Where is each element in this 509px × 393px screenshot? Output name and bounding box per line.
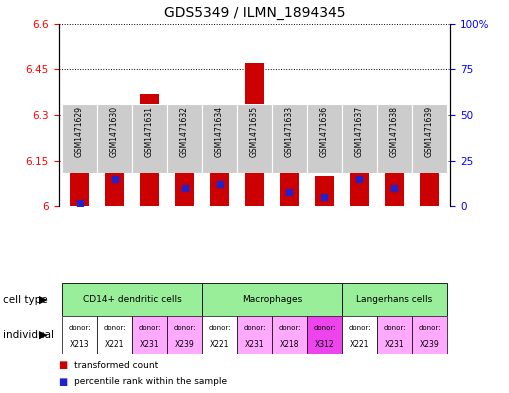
Text: donor:: donor:: [383, 325, 406, 331]
Text: donor:: donor:: [313, 325, 336, 331]
Text: donor:: donor:: [278, 325, 301, 331]
Bar: [97, 104, 132, 173]
Text: X231: X231: [385, 340, 404, 349]
Bar: [350, 145, 369, 206]
Bar: [132, 316, 167, 354]
Bar: [307, 104, 342, 173]
Text: donor:: donor:: [103, 325, 126, 331]
Bar: [70, 167, 89, 206]
Bar: [272, 316, 307, 354]
Bar: [385, 152, 404, 206]
Text: X231: X231: [245, 340, 264, 349]
Bar: [280, 167, 299, 206]
Bar: [245, 63, 264, 206]
Text: cell type: cell type: [3, 295, 47, 305]
Bar: [420, 124, 439, 206]
Bar: [342, 316, 377, 354]
Bar: [140, 94, 159, 206]
Bar: [237, 104, 272, 173]
Bar: [210, 142, 229, 206]
Text: percentile rank within the sample: percentile rank within the sample: [74, 378, 227, 386]
Text: X221: X221: [210, 340, 229, 349]
Text: donor:: donor:: [173, 325, 196, 331]
Text: ▶: ▶: [39, 295, 47, 305]
Text: GSM1471631: GSM1471631: [145, 106, 154, 157]
Text: donor:: donor:: [243, 325, 266, 331]
Text: individual: individual: [3, 330, 53, 340]
Title: GDS5349 / ILMN_1894345: GDS5349 / ILMN_1894345: [164, 6, 345, 20]
Bar: [202, 104, 237, 173]
Bar: [167, 104, 202, 173]
Text: donor:: donor:: [348, 325, 371, 331]
Text: X231: X231: [139, 340, 159, 349]
Text: X239: X239: [175, 340, 194, 349]
Text: X218: X218: [280, 340, 299, 349]
Text: X312: X312: [315, 340, 334, 349]
Bar: [315, 176, 334, 206]
Bar: [62, 283, 202, 316]
Bar: [342, 283, 447, 316]
Text: X213: X213: [70, 340, 90, 349]
Bar: [412, 104, 447, 173]
Text: X239: X239: [419, 340, 439, 349]
Bar: [272, 104, 307, 173]
Text: X221: X221: [105, 340, 124, 349]
Text: GSM1471639: GSM1471639: [425, 106, 434, 157]
Bar: [132, 104, 167, 173]
Bar: [377, 316, 412, 354]
Text: donor:: donor:: [208, 325, 231, 331]
Bar: [202, 316, 237, 354]
Bar: [342, 104, 377, 173]
Text: GSM1471637: GSM1471637: [355, 106, 364, 157]
Text: GSM1471634: GSM1471634: [215, 106, 224, 157]
Bar: [62, 316, 97, 354]
Bar: [377, 104, 412, 173]
Text: GSM1471630: GSM1471630: [110, 106, 119, 157]
Text: ▶: ▶: [39, 330, 47, 340]
Bar: [62, 104, 97, 173]
Text: X221: X221: [350, 340, 369, 349]
Bar: [175, 145, 194, 206]
Text: GSM1471629: GSM1471629: [75, 106, 84, 157]
Bar: [412, 316, 447, 354]
Text: donor:: donor:: [68, 325, 91, 331]
Text: Langerhans cells: Langerhans cells: [356, 295, 433, 304]
Bar: [97, 316, 132, 354]
Text: ■: ■: [59, 360, 68, 371]
Bar: [167, 316, 202, 354]
Text: Macrophages: Macrophages: [242, 295, 302, 304]
Text: ■: ■: [59, 377, 68, 387]
Text: donor:: donor:: [418, 325, 441, 331]
Text: GSM1471633: GSM1471633: [285, 106, 294, 157]
Text: transformed count: transformed count: [74, 361, 158, 370]
Bar: [307, 316, 342, 354]
Bar: [237, 316, 272, 354]
Text: CD14+ dendritic cells: CD14+ dendritic cells: [82, 295, 181, 304]
Bar: [105, 140, 124, 206]
Text: GSM1471635: GSM1471635: [250, 106, 259, 157]
Bar: [202, 283, 342, 316]
Text: GSM1471636: GSM1471636: [320, 106, 329, 157]
Text: GSM1471632: GSM1471632: [180, 106, 189, 157]
Text: donor:: donor:: [138, 325, 161, 331]
Text: GSM1471638: GSM1471638: [390, 106, 399, 157]
